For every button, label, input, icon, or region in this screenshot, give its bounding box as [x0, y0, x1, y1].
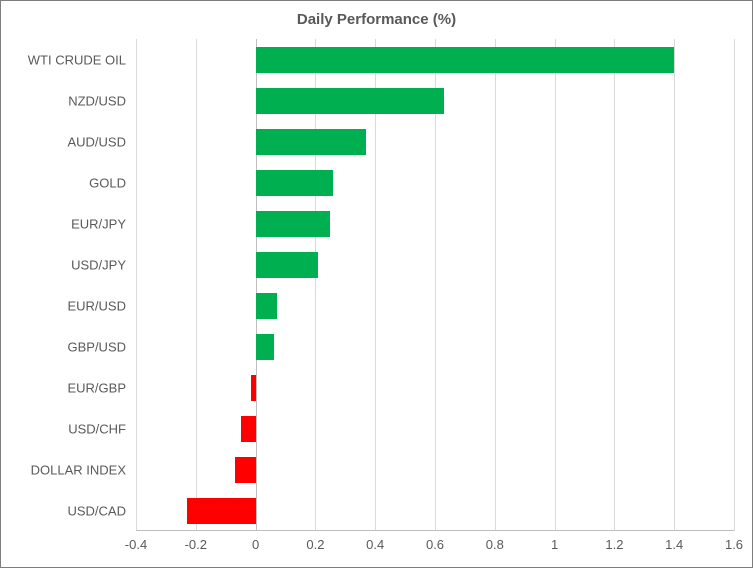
bar-row: GOLD: [136, 162, 734, 203]
bar: [256, 170, 334, 196]
bar: [241, 416, 256, 442]
bar: [256, 47, 675, 73]
bar: [187, 498, 256, 524]
bar: [256, 88, 444, 114]
bar: [256, 129, 367, 155]
x-axis-baseline: [136, 530, 734, 531]
x-tick-label: 1.2: [605, 537, 623, 552]
bar-row: NZD/USD: [136, 80, 734, 121]
category-label: EUR/JPY: [71, 216, 136, 231]
bar-row: EUR/USD: [136, 285, 734, 326]
bar-row: EUR/GBP: [136, 367, 734, 408]
x-tick-label: 0.4: [366, 537, 384, 552]
bar: [256, 252, 319, 278]
category-label: DOLLAR INDEX: [31, 462, 136, 477]
category-label: NZD/USD: [68, 93, 136, 108]
bar: [235, 457, 256, 483]
category-label: EUR/USD: [67, 298, 136, 313]
bar: [251, 375, 255, 401]
category-label: EUR/GBP: [67, 380, 136, 395]
category-label: USD/CHF: [68, 421, 136, 436]
bar-row: DOLLAR INDEX: [136, 449, 734, 490]
x-tick-label: -0.4: [125, 537, 147, 552]
bar: [256, 334, 274, 360]
bar-row: USD/CHF: [136, 408, 734, 449]
x-tick-label: 1: [551, 537, 558, 552]
bar: [256, 211, 331, 237]
x-tick-label: 1.6: [725, 537, 743, 552]
bar-row: USD/CAD: [136, 490, 734, 531]
bar-row: EUR/JPY: [136, 203, 734, 244]
daily-performance-chart: Daily Performance (%) WTI CRUDE OILNZD/U…: [0, 0, 753, 568]
category-label: GBP/USD: [67, 339, 136, 354]
x-tick-label: -0.2: [185, 537, 207, 552]
gridline: [734, 39, 735, 531]
x-tick-label: 0: [252, 537, 259, 552]
chart-title: Daily Performance (%): [1, 11, 752, 28]
bar-row: GBP/USD: [136, 326, 734, 367]
category-label: USD/CAD: [67, 503, 136, 518]
bar-row: WTI CRUDE OIL: [136, 39, 734, 80]
plot-area: WTI CRUDE OILNZD/USDAUD/USDGOLDEUR/JPYUS…: [136, 39, 734, 531]
category-label: WTI CRUDE OIL: [28, 52, 136, 67]
x-axis: -0.4-0.200.20.40.60.811.21.41.6: [136, 537, 734, 557]
x-tick-label: 1.4: [665, 537, 683, 552]
x-tick-label: 0.8: [486, 537, 504, 552]
category-label: GOLD: [89, 175, 136, 190]
bar-row: USD/JPY: [136, 244, 734, 285]
x-tick-label: 0.2: [306, 537, 324, 552]
bar: [256, 293, 277, 319]
bar-row: AUD/USD: [136, 121, 734, 162]
category-label: AUD/USD: [67, 134, 136, 149]
category-label: USD/JPY: [71, 257, 136, 272]
x-tick-label: 0.6: [426, 537, 444, 552]
